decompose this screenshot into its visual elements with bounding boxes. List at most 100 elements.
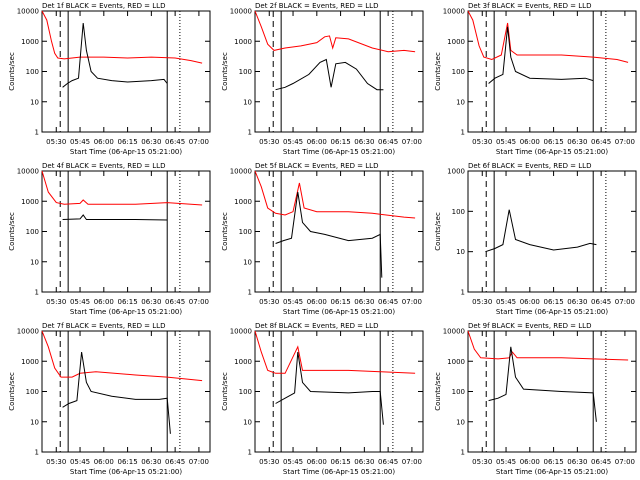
y-tick-label: 1000	[234, 358, 252, 366]
x-tick-label: 05:30	[46, 138, 66, 146]
y-tick-label: 1000	[21, 38, 39, 46]
series-line	[467, 330, 629, 361]
x-tick-label: 05:45	[496, 138, 516, 146]
panel: Det 9f BLACK = Events, RED = LLD Start Ti…	[434, 322, 637, 476]
y-tick-label: 1000	[234, 38, 252, 46]
y-tick-label: 100	[452, 388, 465, 396]
y-axis-label: Counts/sec	[434, 372, 442, 411]
x-axis-label: Start Time (06-Apr-15 05:21:00)	[496, 148, 608, 156]
y-tick-label: 100	[26, 68, 39, 76]
x-tick-label: 06:45	[378, 298, 398, 306]
panel: Det 1f BLACK = Events, RED = LLD Start Ti…	[8, 2, 211, 156]
y-tick-label: 100	[26, 228, 39, 236]
x-tick-label: 06:00	[94, 138, 114, 146]
x-tick-label: 05:30	[259, 458, 279, 466]
x-tick-label: 07:00	[615, 458, 635, 466]
panel: Det 6f BLACK = Events, RED = LLD Start Ti…	[434, 162, 637, 316]
x-tick-label: 06:45	[165, 138, 185, 146]
chart-title: Det 3f BLACK = Events, RED = LLD	[468, 2, 591, 10]
x-axis-label: Start Time (06-Apr-15 05:21:00)	[283, 308, 395, 316]
x-tick-label: 05:45	[496, 458, 516, 466]
plot-frame	[41, 10, 211, 133]
x-axis-label: Start Time (06-Apr-15 05:21:00)	[70, 308, 182, 316]
series-line	[62, 352, 171, 434]
series-line	[62, 214, 168, 221]
panel: Det 3f BLACK = Events, RED = LLD Start Ti…	[434, 2, 637, 156]
x-tick-label: 06:30	[141, 298, 161, 306]
x-tick-label: 06:30	[354, 458, 374, 466]
x-tick-label: 06:15	[117, 458, 137, 466]
y-tick-label: 1	[248, 449, 252, 457]
x-tick-label: 06:00	[307, 298, 327, 306]
x-tick-label: 06:00	[94, 458, 114, 466]
x-tick-label: 06:15	[117, 138, 137, 146]
x-tick-label: 05:30	[259, 138, 279, 146]
x-tick-label: 06:45	[378, 458, 398, 466]
x-tick-label: 05:45	[70, 298, 90, 306]
y-tick-label: 1	[248, 289, 252, 297]
y-tick-label: 10	[243, 258, 252, 266]
y-axis-label: Counts/sec	[221, 372, 229, 411]
y-tick-label: 1	[248, 129, 252, 137]
plot-frame	[467, 330, 637, 453]
x-axis-label: Start Time (06-Apr-15 05:21:00)	[496, 468, 608, 476]
x-tick-label: 06:45	[591, 138, 611, 146]
y-tick-label: 1000	[234, 198, 252, 206]
y-tick-label: 1000	[447, 38, 465, 46]
x-tick-label: 06:00	[520, 138, 540, 146]
x-tick-label: 06:15	[330, 138, 350, 146]
x-tick-label: 05:45	[283, 138, 303, 146]
plot-frame	[254, 10, 424, 133]
y-tick-label: 1000	[21, 198, 39, 206]
x-tick-label: 05:30	[46, 458, 66, 466]
x-axis-label: Start Time (06-Apr-15 05:21:00)	[496, 308, 608, 316]
panel: Det 2f BLACK = Events, RED = LLD Start Ti…	[221, 2, 424, 156]
series-line	[254, 170, 416, 219]
x-tick-label: 05:45	[70, 138, 90, 146]
x-tick-label: 07:00	[189, 458, 209, 466]
plot-frame	[41, 330, 211, 453]
x-tick-label: 06:15	[117, 298, 137, 306]
chart-title: Det 5f BLACK = Events, RED = LLD	[255, 162, 378, 170]
y-tick-label: 1	[35, 289, 39, 297]
y-tick-label: 10	[456, 418, 465, 426]
x-tick-label: 06:15	[543, 298, 563, 306]
y-tick-label: 10000	[17, 168, 39, 176]
series-line	[488, 346, 597, 422]
x-tick-label: 07:00	[189, 138, 209, 146]
chart-title: Det 7f BLACK = Events, RED = LLD	[42, 322, 165, 330]
panel: Det 5f BLACK = Events, RED = LLD Start Ti…	[221, 162, 424, 316]
x-tick-label: 06:45	[165, 298, 185, 306]
chart-title: Det 4f BLACK = Events, RED = LLD	[42, 162, 165, 170]
plot-frame	[254, 330, 424, 453]
x-axis-label: Start Time (06-Apr-15 05:21:00)	[70, 148, 182, 156]
y-tick-label: 10	[456, 248, 465, 256]
x-tick-label: 06:30	[567, 458, 587, 466]
chart-title: Det 1f BLACK = Events, RED = LLD	[42, 2, 165, 10]
y-tick-label: 10000	[443, 328, 465, 336]
y-tick-label: 1	[35, 129, 39, 137]
y-axis-label: Counts/sec	[221, 52, 229, 91]
x-tick-label: 06:15	[543, 458, 563, 466]
y-tick-label: 100	[239, 228, 252, 236]
y-tick-label: 10	[30, 418, 39, 426]
series-line	[488, 26, 594, 84]
y-tick-label: 10	[243, 418, 252, 426]
y-tick-label: 1	[461, 289, 465, 297]
x-tick-label: 07:00	[615, 138, 635, 146]
y-tick-label: 10000	[230, 328, 252, 336]
x-axis-label: Start Time (06-Apr-15 05:21:00)	[283, 148, 395, 156]
plot-frame	[254, 170, 424, 293]
y-tick-label: 100	[239, 388, 252, 396]
x-tick-label: 06:00	[94, 298, 114, 306]
y-tick-label: 1000	[21, 358, 39, 366]
x-tick-label: 07:00	[402, 138, 422, 146]
x-tick-label: 05:30	[472, 458, 492, 466]
series-line	[467, 10, 629, 63]
x-tick-label: 05:30	[472, 138, 492, 146]
series-line	[41, 170, 203, 206]
y-axis-label: Counts/sec	[221, 212, 229, 251]
chart-title: Det 9f BLACK = Events, RED = LLD	[468, 322, 591, 330]
x-tick-label: 05:45	[496, 298, 516, 306]
panel: Det 8f BLACK = Events, RED = LLD Start Ti…	[221, 322, 424, 476]
